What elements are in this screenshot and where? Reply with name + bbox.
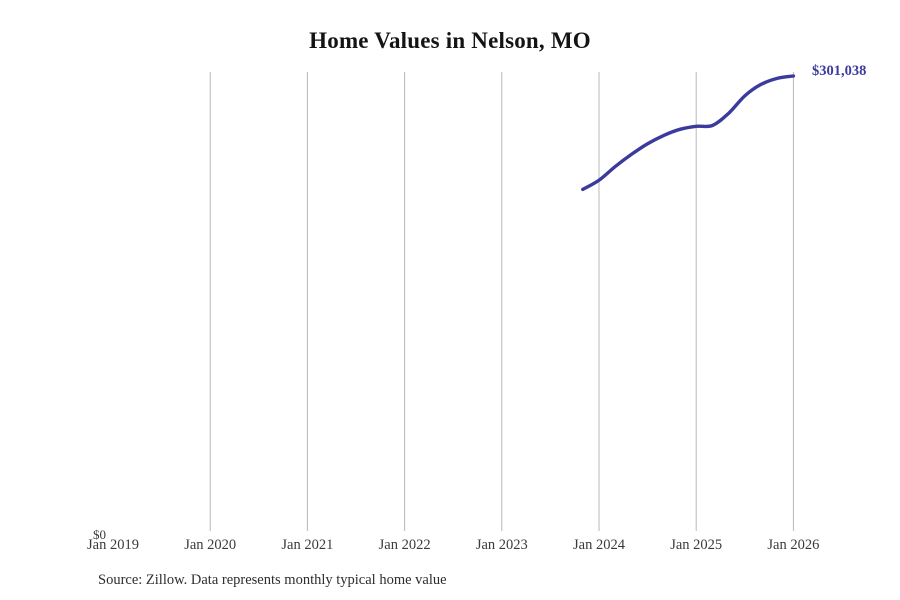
source-note: Source: Zillow. Data represents monthly … xyxy=(98,572,447,588)
x-tick-label-jan-2025: Jan 2025 xyxy=(670,537,723,553)
x-tick-label-jan-2021: Jan 2021 xyxy=(281,537,334,553)
x-tick-label-jan-2019: Jan 2019 xyxy=(87,537,139,553)
endpoint-value-label: $301,038 xyxy=(812,63,867,79)
x-tick-label-jan-2022: Jan 2022 xyxy=(378,537,431,553)
x-tick-label-jan-2023: Jan 2023 xyxy=(475,537,528,553)
gridlines-group xyxy=(209,72,794,531)
x-tick-label-jan-2020: Jan 2020 xyxy=(184,537,237,553)
series-line-0 xyxy=(581,74,796,192)
data-series-group xyxy=(581,74,796,192)
x-tick-label-jan-2024: Jan 2024 xyxy=(573,537,625,553)
x-tick-label-jan-2026: Jan 2026 xyxy=(767,537,820,553)
page-title: Home Values in Nelson, MO xyxy=(309,28,591,53)
y-tick-label-zero: $0 xyxy=(93,527,106,542)
